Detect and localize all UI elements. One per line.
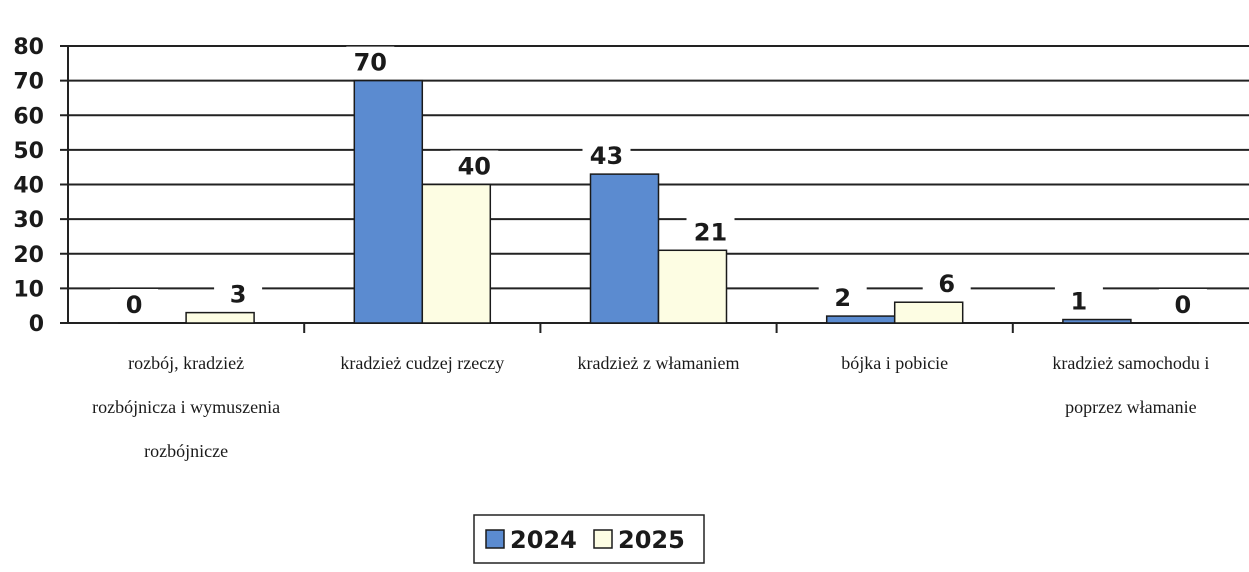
y-tick-label: 70: [13, 70, 44, 95]
data-label-bg: [582, 140, 631, 171]
data-label-2024-4: 1: [1071, 288, 1088, 316]
x-category-label: bójka i pobicie: [841, 353, 948, 373]
y-tick-label: 80: [13, 35, 44, 60]
data-label-bg: [450, 150, 499, 181]
data-label-2025-0: 3: [230, 281, 247, 309]
y-tick-label: 10: [13, 277, 44, 302]
data-label-2024-2: 43: [590, 142, 623, 170]
data-label-bg: [214, 278, 263, 309]
y-tick-label: 50: [13, 139, 44, 164]
bar-2024-4: [1062, 318, 1132, 324]
data-label-2024-1: 70: [354, 49, 387, 77]
data-label-2025-1: 40: [458, 153, 491, 181]
bar-2025-0: [185, 311, 255, 324]
data-label-bg: [686, 216, 735, 247]
data-label-2024-0: 0: [126, 291, 143, 319]
y-tick-label: 30: [13, 208, 44, 233]
bar-2025-3: [893, 301, 964, 324]
x-category-label: kradzież z włamaniem: [578, 353, 740, 373]
data-label-bg: [110, 289, 159, 319]
data-label-bg: [1054, 285, 1103, 316]
y-tick-label: 20: [13, 243, 44, 268]
legend-label-2024: 2024: [510, 526, 577, 554]
data-label-bg: [346, 46, 395, 77]
data-label-2025-4: 0: [1175, 291, 1192, 319]
bar-2024-1: [353, 79, 424, 324]
y-tick-label: 60: [13, 104, 44, 129]
legend-swatch-2024: [485, 529, 505, 549]
y-tick-label: 40: [13, 174, 44, 199]
legend: 2024 2025: [473, 514, 705, 564]
category-layer: rozbój, kradzież rozbójnicza i wymuszenia…: [92, 353, 1209, 461]
legend-box: [473, 514, 705, 564]
bar-2025-1: [421, 183, 492, 324]
x-category-label: kradzież samochodu i poprzez włamanie: [1052, 353, 1209, 417]
bar-layer: [118, 79, 1199, 324]
data-label-bg: [818, 282, 867, 313]
data-label-bg: [1158, 289, 1207, 319]
legend-label-2025: 2025: [618, 526, 685, 554]
data-label-2025-2: 21: [694, 218, 727, 246]
data-label-2025-3: 6: [938, 270, 955, 298]
y-tick-label: 0: [29, 312, 44, 337]
bar-2024-3: [825, 315, 896, 324]
x-category-label: kradzież cudzej rzeczy: [340, 353, 504, 373]
data-label-bg: [922, 268, 971, 299]
bar-2024-2: [589, 173, 660, 324]
data-label-2024-3: 2: [834, 284, 851, 312]
legend-swatch-2025: [593, 529, 613, 549]
bar-2025-2: [657, 249, 728, 324]
x-category-label: rozbój, kradzież rozbójnicza i wymuszenia…: [92, 353, 280, 461]
